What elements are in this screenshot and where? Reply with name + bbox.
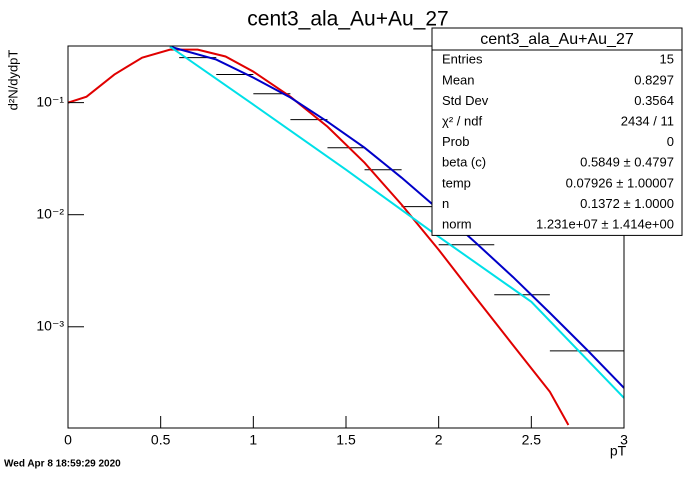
fit-curve <box>169 46 624 399</box>
chart-title: cent3_ala_Au+Au_27 <box>247 8 448 31</box>
stats-value: 0.5849 ± 0.4797 <box>580 155 674 170</box>
stats-label: beta (c) <box>442 155 486 170</box>
x-axis-label: pT <box>610 443 627 459</box>
stats-label: Entries <box>442 52 483 67</box>
stats-label: χ² / ndf <box>442 114 482 129</box>
y-tick-label: 10⁻² <box>36 205 64 221</box>
stats-label: temp <box>442 175 471 190</box>
x-tick-label: 2 <box>435 432 443 448</box>
stats-value: 1.231e+07 ± 1.414e+00 <box>536 217 674 232</box>
x-tick-label: 0 <box>64 432 72 448</box>
stats-label: Mean <box>442 72 475 87</box>
fit-curve <box>169 46 624 389</box>
stats-value: 0.3564 <box>634 93 674 108</box>
stats-title: cent3_ala_Au+Au_27 <box>480 31 634 48</box>
plot-area <box>68 46 624 426</box>
x-tick-label: 1 <box>249 432 257 448</box>
stats-frame <box>431 27 683 236</box>
stats-label: Std Dev <box>442 93 489 108</box>
x-tick-label: 1.5 <box>336 432 356 448</box>
footer-date: Wed Apr 8 18:59:29 2020 <box>4 459 121 470</box>
stats-value: 0.1372 ± 1.0000 <box>580 196 674 211</box>
y-tick-label: 10⁻³ <box>36 317 64 333</box>
stats-value: 0.8297 <box>634 72 674 87</box>
stats-value: 15 <box>660 52 674 67</box>
stats-value: 2434 / 11 <box>621 114 674 129</box>
stats-value: 0.07926 ± 1.00007 <box>566 175 674 190</box>
stats-label: n <box>442 196 449 211</box>
y-tick-label: 10⁻¹ <box>36 93 64 109</box>
x-tick-label: 0.5 <box>151 432 171 448</box>
stats-label: norm <box>442 217 472 232</box>
x-tick-label: 3 <box>620 432 628 448</box>
stats-label: Prob <box>442 134 469 149</box>
stats-value: 0 <box>667 134 674 149</box>
stats-box: cent3_ala_Au+Au_27 Entries 15 Mean 0.8297 Std… <box>431 27 683 236</box>
x-tick-label: 2.5 <box>522 432 542 448</box>
y-axis-label: d²N/dydpT <box>5 50 20 111</box>
